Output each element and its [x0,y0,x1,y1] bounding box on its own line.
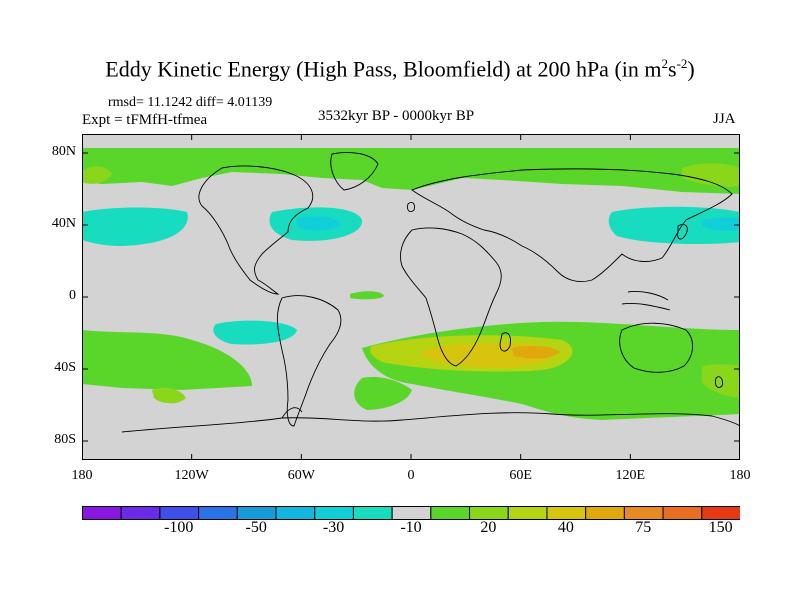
colorbar-box [159,506,200,520]
shade-arctic-yellow-w [82,166,112,184]
period-label: 3532kyr BP - 0000kyr BP [318,108,475,124]
shade-natlantic-core [297,216,341,231]
shade-southern-band [82,330,252,390]
shade-safrica-small [350,291,384,300]
colorbar-box [236,506,277,520]
longitude-label: 60E [509,468,532,483]
coast-europe-asia [411,168,733,283]
coast-south-america [276,295,342,427]
coast-japan [677,223,688,240]
colorbar-box [430,506,471,520]
colorbar-label: -30 [322,519,345,536]
map-panel [82,134,740,460]
latitude-label: 0 [69,288,76,303]
colorbar-box [120,506,161,520]
coast-antarctic-peninsula [281,407,303,419]
colorbar-label: 40 [557,519,574,536]
stats-label: rmsd= 11.1242 diff= 4.01139 [108,95,273,110]
coast-north-america [198,165,314,295]
latitude-label: 40N [51,216,76,231]
shaded-anomalies [82,148,740,420]
colorbar-box [585,506,625,520]
shade-wpacific-core [702,217,740,231]
longitude-label: 0 [407,468,415,483]
coast-uk [407,201,415,213]
coastlines [121,152,740,433]
shade-npacific-west [82,207,188,246]
colorbar-label: 75 [635,519,652,536]
lon-ticks [82,134,740,460]
longitude-label: 120E [615,468,646,483]
colorbar-box [275,506,316,520]
coast-madagascar [499,332,511,352]
shade-arctic-yellow-e [682,163,740,187]
latitude-label: 80S [54,432,76,447]
longitude-label: 180 [71,468,93,483]
season-label: JJA [713,111,736,127]
colorbar-label: -50 [245,519,267,536]
shade-spacific-cyan [213,320,297,345]
latitude-label: 80N [51,144,76,159]
colorbar-box [314,506,354,520]
shade-arctic-band [82,148,740,194]
lat-ticks [82,152,740,442]
plot-title: Eddy Kinetic Energy (High Pass, Bloomfie… [105,56,695,82]
colorbar-box [469,506,509,520]
colorbar [82,506,740,520]
colorbar-label: -100 [164,519,194,536]
colorbar-box [662,506,703,520]
longitude-label: 60W [287,468,315,483]
shade-southern-atlantic [354,376,412,410]
coast-australia [619,322,693,373]
coast-africa [400,227,502,367]
colorbar-label: -10 [400,519,422,536]
shade-spacific-yellow [152,387,186,404]
shade-wpacific [608,206,740,244]
colorbar-box [82,506,122,520]
colorbar-box [352,506,393,520]
colorbar-label: 150 [708,519,733,536]
colorbar-box [623,506,664,520]
colorbar-box [391,506,432,520]
coast-new-zealand [715,376,723,389]
colorbar-box [507,506,548,520]
colorbar-box [701,506,740,520]
colorbar-box [546,506,587,520]
shade-se-green [702,364,740,398]
shade-s-dark-orange [512,345,560,359]
coast-indonesia [621,291,671,311]
coast-greenland [330,152,379,191]
colorbar-box [198,506,238,520]
coast-antarctica [121,412,740,433]
longitude-label: 180 [729,468,751,483]
colorbar-label: 20 [480,519,497,536]
experiment-label: Expt = tFMfH-tfmea [82,112,208,128]
longitude-label: 120W [174,468,209,483]
latitude-label: 40S [54,360,76,375]
